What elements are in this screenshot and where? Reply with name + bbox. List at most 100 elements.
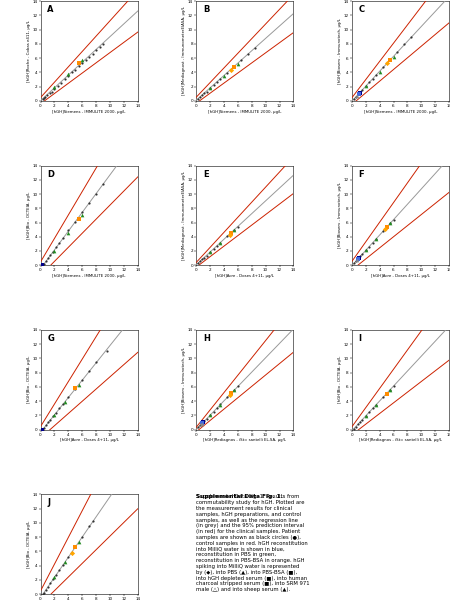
Point: [51, 85, 58, 94]
Point: [86, 198, 93, 208]
Point: [365, 242, 373, 251]
Point: [72, 542, 79, 552]
Point: [99, 179, 107, 189]
Point: [93, 189, 100, 199]
Y-axis label: [hGH]Bio - OCTEIA, µg/L: [hGH]Bio - OCTEIA, µg/L: [27, 521, 31, 568]
Point: [373, 400, 380, 410]
Point: [362, 411, 369, 421]
Point: [51, 572, 58, 582]
Point: [356, 251, 364, 261]
Point: [75, 214, 82, 224]
Point: [383, 389, 390, 398]
Point: [45, 418, 52, 427]
Y-axis label: [hGH]Bio - OCTEIA, µg/L: [hGH]Bio - OCTEIA, µg/L: [338, 356, 342, 403]
Point: [42, 585, 50, 595]
Point: [65, 69, 72, 79]
Point: [39, 260, 46, 270]
Point: [75, 61, 82, 71]
Point: [48, 87, 55, 97]
Point: [217, 400, 224, 409]
Y-axis label: [hGH]Mediagnost - ImmunometerEIASA, µg/L: [hGH]Mediagnost - ImmunometerEIASA, µg/L: [182, 7, 186, 95]
Text: Supplemental Data Fig. 1.: Supplemental Data Fig. 1.: [196, 494, 283, 499]
Point: [231, 385, 238, 395]
Point: [373, 234, 380, 244]
Point: [227, 389, 234, 398]
Point: [47, 415, 54, 425]
Point: [45, 582, 52, 592]
Point: [362, 245, 369, 255]
Point: [234, 382, 242, 391]
Point: [203, 414, 210, 424]
Point: [68, 68, 75, 77]
Point: [199, 418, 207, 427]
Point: [201, 416, 208, 426]
Point: [201, 253, 208, 262]
Point: [50, 575, 57, 584]
Point: [379, 62, 387, 72]
Point: [38, 425, 45, 434]
Point: [79, 55, 86, 64]
Point: [103, 347, 110, 356]
Point: [238, 55, 245, 65]
Point: [93, 357, 100, 367]
X-axis label: [hGH]Siemens - IMMULITE 2000, µg/L: [hGH]Siemens - IMMULITE 2000, µg/L: [364, 110, 437, 113]
Point: [355, 254, 362, 263]
Point: [39, 425, 46, 434]
Point: [199, 418, 206, 428]
Point: [352, 256, 360, 266]
Point: [59, 399, 66, 409]
Point: [79, 58, 86, 68]
Point: [40, 93, 48, 103]
Point: [355, 419, 362, 429]
X-axis label: [hGH]Rediagnos - iSt= santelli EL-SA, µg/L: [hGH]Rediagnos - iSt= santelli EL-SA, µg…: [203, 439, 286, 442]
Point: [47, 250, 54, 260]
Point: [89, 49, 96, 59]
Point: [93, 46, 100, 55]
Point: [373, 234, 380, 244]
Point: [199, 254, 206, 264]
Text: A: A: [47, 5, 54, 14]
X-axis label: [hGH]Siemens - IMMULITE 2000, µg/L: [hGH]Siemens - IMMULITE 2000, µg/L: [208, 110, 282, 113]
Point: [54, 81, 62, 91]
Point: [379, 392, 387, 402]
Point: [42, 92, 49, 102]
Point: [369, 74, 376, 83]
Point: [46, 89, 53, 98]
Point: [359, 250, 366, 259]
Point: [356, 417, 364, 427]
Point: [252, 43, 259, 53]
Point: [245, 49, 252, 59]
X-axis label: [hGH]Acre - Doses 4+11, µg/L: [hGH]Acre - Doses 4+11, µg/L: [60, 439, 119, 442]
Y-axis label: [hGH]Bio - OCTEIA, µg/L: [hGH]Bio - OCTEIA, µg/L: [27, 192, 31, 239]
Point: [199, 418, 206, 428]
Point: [59, 560, 66, 569]
Point: [365, 77, 373, 87]
Point: [61, 557, 68, 567]
Point: [79, 532, 86, 542]
Point: [359, 415, 366, 424]
Point: [400, 39, 408, 49]
Point: [86, 52, 93, 62]
Point: [207, 248, 214, 257]
Point: [75, 58, 82, 68]
Point: [82, 55, 89, 65]
Point: [210, 244, 217, 254]
Point: [207, 83, 214, 93]
Point: [387, 55, 394, 64]
Point: [383, 222, 390, 232]
Point: [227, 229, 234, 238]
Point: [224, 392, 231, 402]
Point: [195, 422, 202, 432]
Point: [72, 217, 79, 227]
Point: [383, 58, 390, 68]
Point: [99, 39, 107, 49]
X-axis label: [hGH]Acre - Doses 4+11, µg/L: [hGH]Acre - Doses 4+11, µg/L: [371, 274, 430, 278]
Text: H: H: [203, 334, 210, 343]
Point: [38, 260, 45, 270]
Point: [198, 420, 205, 430]
Point: [72, 383, 79, 393]
Y-axis label: [hGH]Roche - Cobas e411, µg/L: [hGH]Roche - Cobas e411, µg/L: [27, 20, 31, 82]
Y-axis label: [hGH]Bio - OCTEIA, µg/L: [hGH]Bio - OCTEIA, µg/L: [27, 356, 31, 403]
Point: [207, 410, 214, 420]
Point: [379, 226, 387, 236]
